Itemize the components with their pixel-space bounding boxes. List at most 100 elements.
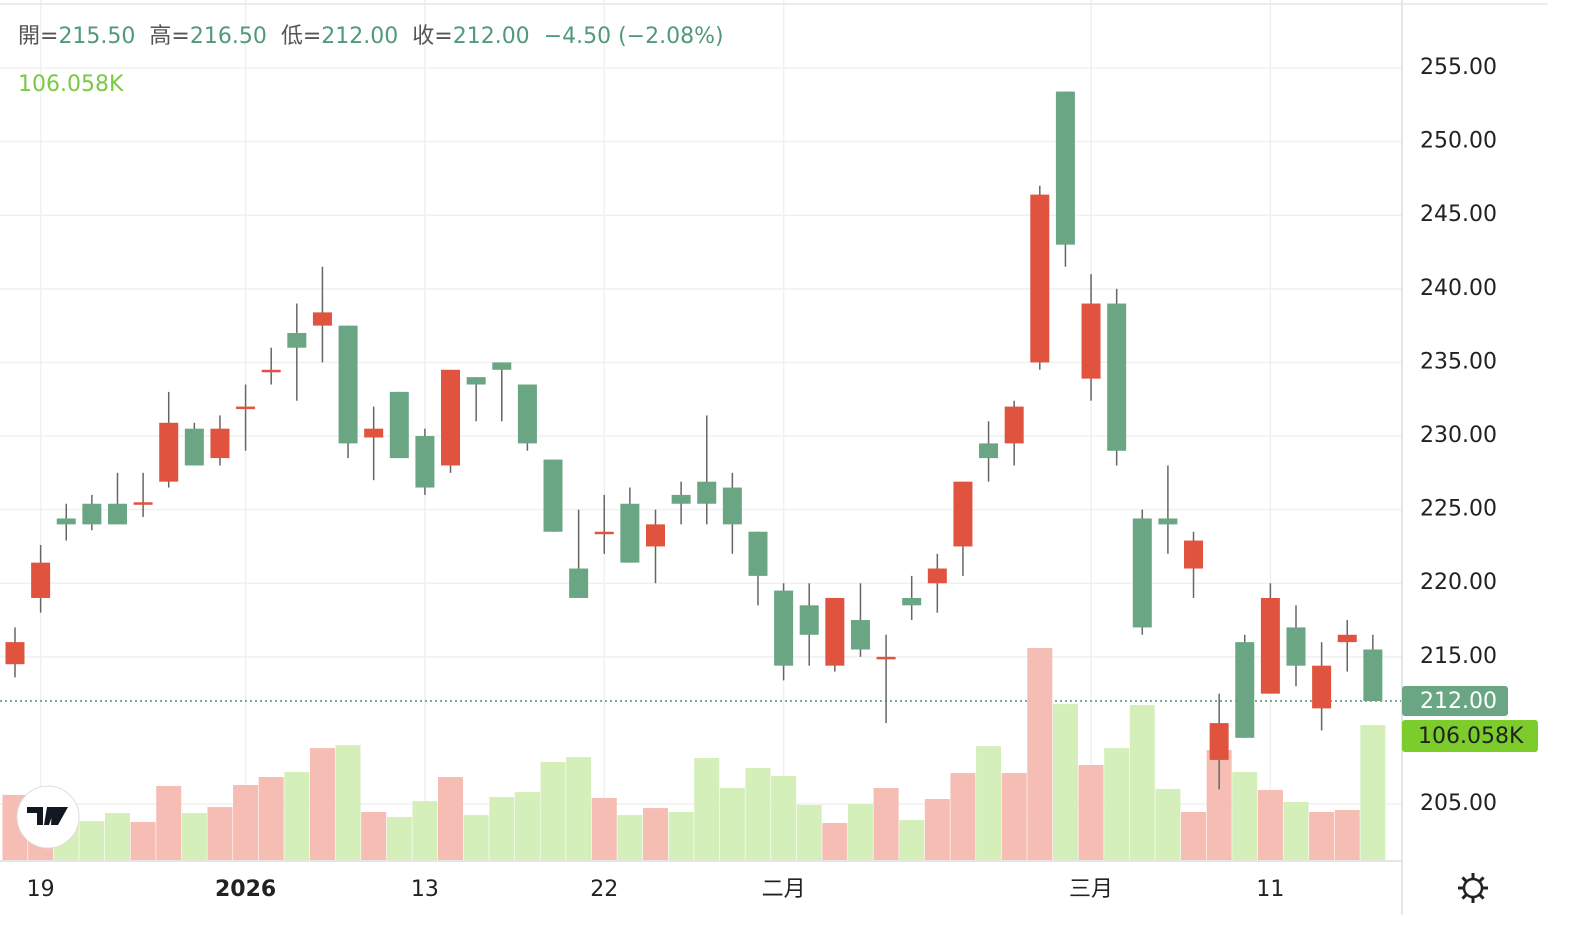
volume-bar [1334,809,1360,860]
logo[interactable] [16,785,80,849]
candle-body [748,531,768,576]
x-tick-label: 13 [411,877,439,902]
candle-body [1312,665,1332,709]
candle-body [594,531,614,535]
candle-body [261,369,281,373]
ohlc-header: 開=215.50 高=216.50 低=212.00 收=212.00 −4.50 (−… [18,24,724,49]
volume-bar [1104,748,1130,860]
y-tick-label: 230.00 [1420,423,1497,448]
volume-bar [1309,812,1335,860]
volume-bar [412,801,438,860]
change-value: −4.50 (−2.08%) [544,24,724,49]
volume-bar [233,785,259,860]
volume-bar [745,767,771,860]
candle-body [646,524,665,547]
candle-body [287,332,307,348]
candle-body [210,428,230,459]
volume-bar [130,821,156,860]
volume-bar [386,816,412,860]
candle-body [5,642,25,665]
y-tick-label: 250.00 [1420,129,1497,154]
volume-bar [1257,789,1283,860]
volume-bar [643,808,668,860]
volume-bar [1052,704,1078,860]
candle-layer [5,91,1383,790]
y-tick-label: 225.00 [1420,497,1497,522]
y-tick-label: 245.00 [1420,202,1497,227]
volume-bar [1283,801,1309,860]
volume-bar [489,796,515,860]
x-tick-label: 22 [590,877,618,902]
volume-bar [79,821,105,860]
volume-bar [924,799,950,860]
volume-bar [873,787,899,860]
y-tick-label: 215.00 [1420,644,1497,669]
label-layer: 205.00 215.00 220.00 225.00 230.00 235.00 240.… [27,55,1538,902]
x-tick-label: 2026 [215,877,276,902]
grid [0,0,1402,860]
last-price-tag [1402,686,1508,717]
y-tick-label: 205.00 [1420,791,1497,816]
candle-body [338,325,358,444]
volume-bar [950,773,976,860]
volume-bar [694,758,720,860]
volume-bar [1181,812,1207,860]
candle-body [159,422,179,482]
volume-bar [617,815,643,860]
candle-body [876,656,896,660]
candle-body [1209,723,1229,760]
volume-bar [284,772,310,860]
candle-body [850,620,870,650]
volume-bar [309,748,335,860]
x-tick-label: 三月 [1069,877,1113,902]
ohlc-label: 高= [149,24,189,49]
candle-body [389,391,409,459]
x-tick-label: 11 [1256,877,1284,902]
volume-bar [335,745,361,860]
candle-body [1158,518,1178,525]
settings-teeth[interactable] [1458,873,1488,903]
candle-body [364,428,384,438]
ohlc-label: 低= [281,24,321,49]
volume-tag-label: 106.058K [1418,724,1524,749]
candle-body [441,369,461,466]
volume-bar [258,777,284,860]
volume-bar [1001,773,1027,860]
volume-bar [719,787,745,860]
settings-icon[interactable] [1458,873,1488,903]
volume-bar [1155,788,1181,860]
x-tick-label: 19 [27,877,55,902]
candle-body [31,562,51,598]
volume-bar [976,746,1002,860]
volume-bar [1232,772,1258,860]
logo-mark[interactable] [27,807,68,825]
ohlc-value: 212.00 [453,24,530,49]
candle-body [312,312,332,326]
volume-bar [207,807,233,860]
y-tick-label: 240.00 [1420,276,1497,301]
ohlc-label: 收= [412,24,452,49]
ohlc-value: 212.00 [321,24,398,49]
candle-body [902,597,922,606]
volume-bar [156,786,182,860]
candle-body [953,481,973,547]
volume-bar [104,813,130,860]
volume-bar [463,815,489,860]
last-price-label: 212.00 [1420,689,1497,714]
candle-body [1004,406,1024,444]
candle-body [1030,194,1050,363]
candle-body [1260,597,1280,694]
volume-bar [181,813,207,860]
candle-body [671,494,691,504]
candle-body [569,568,589,598]
ohlc-label: 開= [18,24,58,49]
candle-body [1363,649,1383,702]
volume-bar [847,803,873,860]
volume-bar [591,798,617,860]
ohlc-value: 215.50 [58,24,135,49]
x-tick-label: 二月 [762,877,806,902]
candle-body [543,459,563,532]
y-tick-label: 235.00 [1420,349,1497,374]
